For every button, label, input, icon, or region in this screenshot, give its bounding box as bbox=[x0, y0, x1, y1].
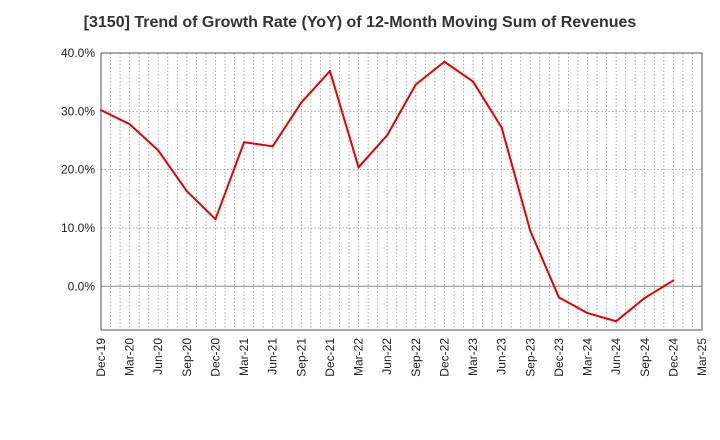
data-point bbox=[300, 101, 303, 104]
x-tick-label: Sep-21 bbox=[294, 338, 308, 377]
data-point bbox=[214, 218, 217, 221]
data-point bbox=[643, 296, 646, 299]
x-tick-label: Dec-21 bbox=[323, 338, 337, 377]
x-tick-label: Dec-20 bbox=[208, 338, 222, 377]
data-point bbox=[615, 320, 618, 323]
data-point bbox=[557, 296, 560, 299]
data-point bbox=[586, 312, 589, 315]
y-tick-label: 20.0% bbox=[61, 163, 95, 177]
data-point bbox=[157, 149, 160, 152]
chart-title: [3150] Trend of Growth Rate (YoY) of 12-… bbox=[83, 14, 637, 31]
x-tick-label: Mar-23 bbox=[466, 338, 480, 376]
x-tick-label: Jun-20 bbox=[151, 338, 165, 375]
y-tick-label: 0.0% bbox=[68, 279, 96, 293]
data-point bbox=[128, 123, 131, 126]
data-point bbox=[472, 80, 475, 83]
x-tick-label: Mar-21 bbox=[237, 338, 251, 376]
series-layer bbox=[100, 60, 675, 323]
y-tick-label: 40.0% bbox=[61, 46, 95, 60]
plot-border bbox=[100, 52, 703, 331]
data-point bbox=[243, 141, 246, 144]
x-tick-labels: Dec-19 Mar-20 Jun-20 Sep-20 Dec-20 Mar-21 Jun-… bbox=[94, 338, 709, 377]
x-tick-label: Mar-24 bbox=[581, 338, 595, 376]
x-tick-label: Dec-23 bbox=[552, 338, 566, 377]
x-tick-label: Jun-21 bbox=[266, 338, 280, 375]
data-point bbox=[529, 229, 532, 232]
grid-lines bbox=[101, 52, 702, 330]
data-point bbox=[357, 166, 360, 169]
x-tick-label: Dec-19 bbox=[94, 338, 108, 377]
y-tick-labels: 40.0% 30.0% 20.0% 10.0% 0.0% bbox=[61, 46, 95, 293]
data-point bbox=[672, 279, 675, 282]
data-point bbox=[414, 83, 417, 86]
data-point bbox=[328, 70, 331, 73]
x-tick-label: Sep-23 bbox=[523, 338, 537, 377]
x-tick-label: Jun-22 bbox=[380, 338, 394, 375]
x-tick-label: Sep-22 bbox=[409, 338, 423, 377]
x-tick-label: Mar-25 bbox=[695, 338, 709, 376]
data-point bbox=[100, 109, 102, 112]
x-tick-label: Dec-22 bbox=[437, 338, 451, 377]
y-tick-label: 10.0% bbox=[61, 221, 95, 235]
x-tick-label: Jun-23 bbox=[495, 338, 509, 375]
plot-frame bbox=[100, 52, 703, 331]
data-point bbox=[271, 145, 274, 148]
x-tick-label: Dec-24 bbox=[666, 338, 680, 377]
x-tick-label: Mar-22 bbox=[352, 338, 366, 376]
x-tick-label: Jun-24 bbox=[609, 338, 623, 375]
x-tick-label: Mar-20 bbox=[123, 338, 137, 376]
data-point bbox=[386, 134, 389, 137]
data-point bbox=[500, 126, 503, 129]
y-tick-label: 30.0% bbox=[61, 104, 95, 118]
data-point bbox=[443, 60, 446, 63]
data-point bbox=[185, 190, 188, 193]
x-tick-label: Sep-20 bbox=[180, 338, 194, 377]
x-tick-label: Sep-24 bbox=[638, 338, 652, 377]
